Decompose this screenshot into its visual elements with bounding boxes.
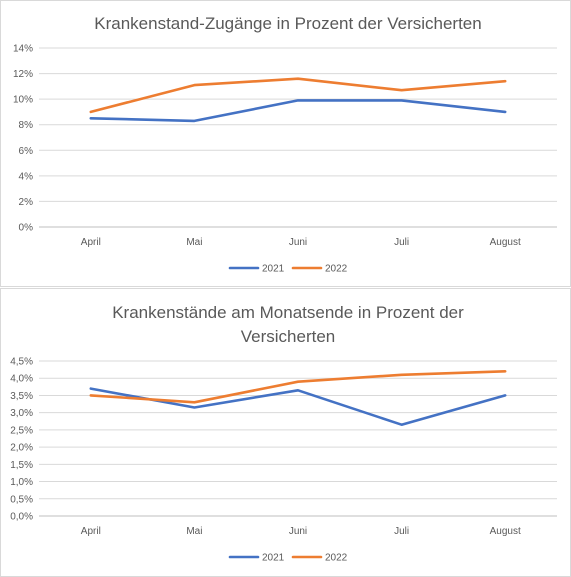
chart-2-y-tick-label: 1,5% — [10, 460, 33, 471]
chart-1-y-tick-label: 2% — [19, 197, 34, 208]
chart-1-title: Krankenstand-Zugänge in Prozent der Vers… — [94, 14, 481, 33]
chart-2-x-tick-label: April — [81, 526, 101, 537]
chart-2-legend: 2021 2022 — [228, 553, 348, 564]
chart-1-y-tick-label: 14% — [13, 44, 33, 55]
chart-1-x-tick-label: August — [490, 237, 521, 248]
chart-panel-2: Krankenstände am Monatsende in Prozent d… — [0, 288, 571, 577]
chart-2-x-tick-label: August — [490, 526, 521, 537]
chart-2-y-tick-label: 3,5% — [10, 391, 33, 402]
chart-1: Krankenstand-Zugänge in Prozent der Vers… — [13, 14, 557, 275]
chart-2-series-2022-line — [89, 370, 507, 404]
chart-2-y-tick-label: 2,0% — [10, 443, 33, 454]
chart-1-legend: 2021 2022 — [228, 264, 348, 275]
chart-1-series-2021-line — [89, 99, 507, 123]
chart-2-x-tick-label: Juni — [289, 526, 307, 537]
chart-2-legend-label-2022: 2022 — [325, 553, 348, 564]
chart-2: Krankenstände am Monatsende in Prozent d… — [10, 303, 557, 564]
chart-panel-1: Krankenstand-Zugänge in Prozent der Vers… — [0, 0, 571, 287]
chart-1-x-tick-label: Mai — [186, 237, 202, 248]
chart-2-y-tick-label: 4,0% — [10, 374, 33, 385]
chart-2-title-line-2: Versicherten — [241, 327, 336, 346]
chart-1-legend-label-2021: 2021 — [262, 264, 285, 275]
chart-2-y-tick-label: 0,5% — [10, 494, 33, 505]
chart-1-x-tick-label: Juli — [394, 237, 409, 248]
chart-2-legend-label-2021: 2021 — [262, 553, 285, 564]
chart-2-y-tick-label: 3,0% — [10, 408, 33, 419]
chart-1-x-tick-label: Juni — [289, 237, 307, 248]
chart-1-y-tick-label: 6% — [19, 146, 34, 157]
chart-1-legend-label-2022: 2022 — [325, 264, 348, 275]
chart-1-series-2022-line — [89, 77, 507, 114]
chart-1-y-tick-label: 8% — [19, 120, 34, 131]
chart-2-y-tick-label: 1,0% — [10, 477, 33, 488]
chart-1-y-tick-label: 10% — [13, 95, 33, 106]
chart-2-series-2021-line — [89, 387, 507, 426]
chart-2-plot: Krankenstände am Monatsende in Prozent d… — [10, 303, 557, 564]
chart-1-y-tick-label: 12% — [13, 69, 33, 80]
chart-1-plot: Krankenstand-Zugänge in Prozent der Vers… — [13, 14, 557, 275]
chart-2-y-tick-label: 2,5% — [10, 425, 33, 436]
chart-2-title-line-1: Krankenstände am Monatsende in Prozent d… — [112, 303, 464, 322]
chart-2-y-tick-label: 4,5% — [10, 357, 33, 368]
chart-2-x-tick-label: Juli — [394, 526, 409, 537]
chart-1-y-tick-label: 0% — [19, 223, 34, 234]
chart-1-x-tick-label: April — [81, 237, 101, 248]
chart-1-y-tick-label: 4% — [19, 171, 34, 182]
chart-2-y-tick-label: 0,0% — [10, 512, 33, 523]
chart-2-x-tick-label: Mai — [186, 526, 202, 537]
